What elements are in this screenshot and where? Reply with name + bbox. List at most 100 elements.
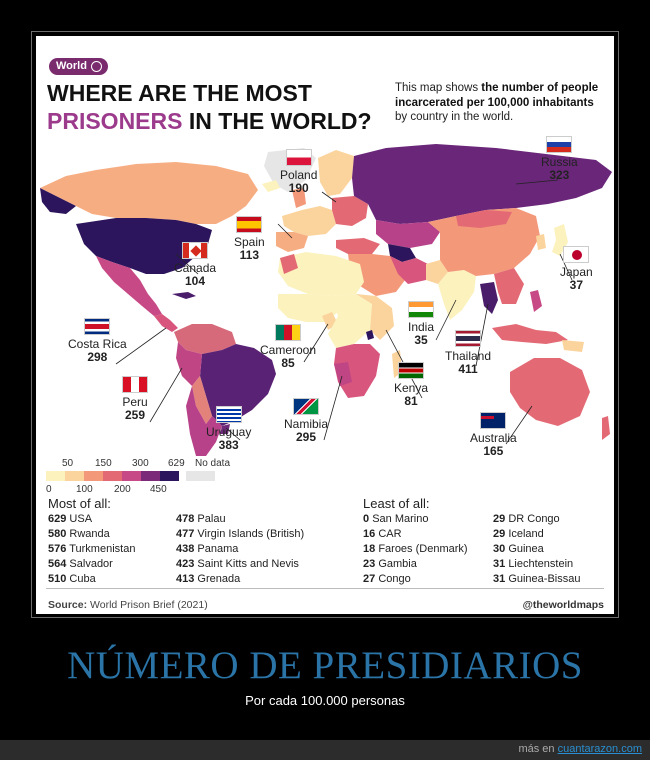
sun-disc-icon — [572, 250, 583, 260]
legend-tick-top: 50 — [62, 458, 74, 469]
least-list-col2: 29 DR Congo 29 Iceland 30 Guinea 31 Liec… — [493, 512, 580, 587]
region-alaska — [40, 188, 76, 214]
region-philippines — [530, 290, 542, 312]
list-item: 0 San Marino — [363, 513, 429, 525]
world-map — [40, 144, 612, 456]
leader-poland — [321, 191, 337, 203]
region-southeast-asia — [494, 268, 524, 304]
kenya-flag-icon — [398, 362, 425, 379]
region-thailand — [480, 282, 498, 314]
maple-leaf-icon — [190, 245, 202, 257]
region-bolivia-paraguay — [192, 376, 212, 424]
label-uruguay: Uruguay 383 — [206, 406, 251, 452]
list-item: 477 Virgin Islands (British) — [176, 528, 305, 540]
legend-no-data-swatch — [186, 471, 215, 481]
label-costa-rica: Costa Rica 298 — [68, 318, 127, 364]
most-list-col1: 629 USA 580 Rwanda 576 Turkmenistan 564 … — [48, 512, 135, 587]
region-namibia — [334, 362, 352, 386]
region-scandinavia — [318, 150, 354, 196]
legend-tick-bottom: 200 — [114, 484, 131, 495]
globe-icon — [90, 61, 102, 72]
region-iceland — [262, 180, 280, 192]
author-handle: @theworldmaps — [522, 599, 604, 611]
title-rest: IN THE WORLD? — [182, 108, 372, 134]
region-spain — [276, 232, 308, 252]
region-kazakhstan — [376, 220, 440, 248]
cameroon-flag-icon — [275, 324, 302, 341]
uruguay-flag-icon — [215, 406, 242, 423]
poland-flag-icon — [285, 149, 312, 166]
label-namibia: Namibia 295 — [284, 398, 328, 444]
list-item: 438 Panama — [176, 543, 239, 555]
list-item: 31 Guinea-Bissau — [493, 573, 581, 585]
region-east-africa — [356, 294, 394, 340]
costa-rica-flag-icon — [84, 318, 111, 335]
region-png — [562, 340, 584, 352]
region-australia — [510, 358, 590, 426]
legend-swatch-4 — [103, 471, 122, 481]
union-jack-icon — [481, 413, 495, 422]
legend-tick-top: 300 — [132, 458, 149, 469]
legend-tick-bottom: 450 — [150, 484, 167, 495]
region-west-africa — [278, 294, 338, 322]
image-frame — [31, 31, 619, 618]
label-thailand: Thailand 411 — [445, 330, 491, 376]
footer-divider — [46, 588, 604, 589]
region-mexico — [96, 256, 162, 316]
legend-swatch-3 — [84, 471, 103, 481]
leader-costa-rica — [115, 327, 167, 365]
site-link[interactable]: cuantarazon.com — [557, 743, 642, 755]
list-item: 576 Turkmenistan — [48, 543, 136, 555]
region-uruguay — [220, 424, 230, 434]
source-credit: Source: World Prison Brief (2021) — [48, 599, 208, 611]
list-item: 564 Salvador — [48, 558, 113, 570]
site-footer-text: más en cuantarazon.com — [518, 743, 642, 755]
leader-peru — [149, 367, 183, 423]
label-poland: Poland 190 — [280, 149, 317, 195]
legend-tick-top: 629 — [168, 458, 185, 469]
map-description: This map shows the number of people inca… — [395, 82, 599, 123]
infographic-card: World WHERE ARE THE MOST PRISONERS IN TH… — [36, 36, 614, 614]
list-item: 29 Iceland — [493, 528, 544, 540]
region-central-africa — [328, 294, 372, 348]
most-heading: Most of all: — [48, 496, 111, 511]
region-western-europe — [282, 206, 336, 236]
label-kenya: Kenya 81 — [394, 362, 428, 408]
region-usa — [76, 218, 212, 274]
leader-australia — [505, 405, 533, 445]
caption-subtitle: Por cada 100.000 personas — [245, 693, 405, 708]
title-line-2: PRISONERS IN THE WORLD? — [47, 108, 372, 135]
list-item: 629 USA — [48, 513, 93, 525]
leader-thailand — [475, 303, 489, 367]
list-item: 18 Faroes (Denmark) — [363, 543, 468, 555]
legend-no-data-label: No data — [195, 458, 231, 469]
leader-japan — [559, 253, 573, 281]
list-item: 23 Gambia — [363, 558, 417, 570]
thailand-flag-icon — [455, 330, 482, 347]
label-india: India 35 — [408, 301, 434, 347]
title-line-1: WHERE ARE THE MOST — [47, 80, 312, 106]
leader-uruguay — [225, 427, 241, 441]
legend-swatch-5 — [122, 471, 141, 481]
legend-tick-bottom: 100 — [76, 484, 93, 495]
region-chile-argentina — [186, 386, 222, 456]
world-badge: World — [49, 58, 108, 75]
list-item: 16 CAR — [363, 528, 402, 540]
region-new-zealand — [602, 416, 610, 440]
legend-tick-bottom: 0 — [46, 484, 52, 495]
list-item: 580 Rwanda — [48, 528, 110, 540]
label-canada: Canada 104 — [174, 242, 216, 288]
region-mongolia — [456, 210, 512, 228]
region-china — [428, 208, 540, 276]
least-heading: Least of all: — [363, 496, 430, 511]
legend-swatch-6 — [141, 471, 160, 481]
region-iran — [390, 256, 428, 284]
canada-flag-icon — [182, 242, 209, 259]
legend-swatch-1 — [46, 471, 65, 481]
region-peru — [176, 342, 202, 386]
russia-flag-icon — [546, 136, 573, 153]
label-japan: Japan 37 — [560, 246, 593, 292]
japan-flag-icon — [563, 246, 590, 263]
region-turkmenistan — [388, 244, 416, 262]
world-badge-label: World — [56, 60, 87, 72]
